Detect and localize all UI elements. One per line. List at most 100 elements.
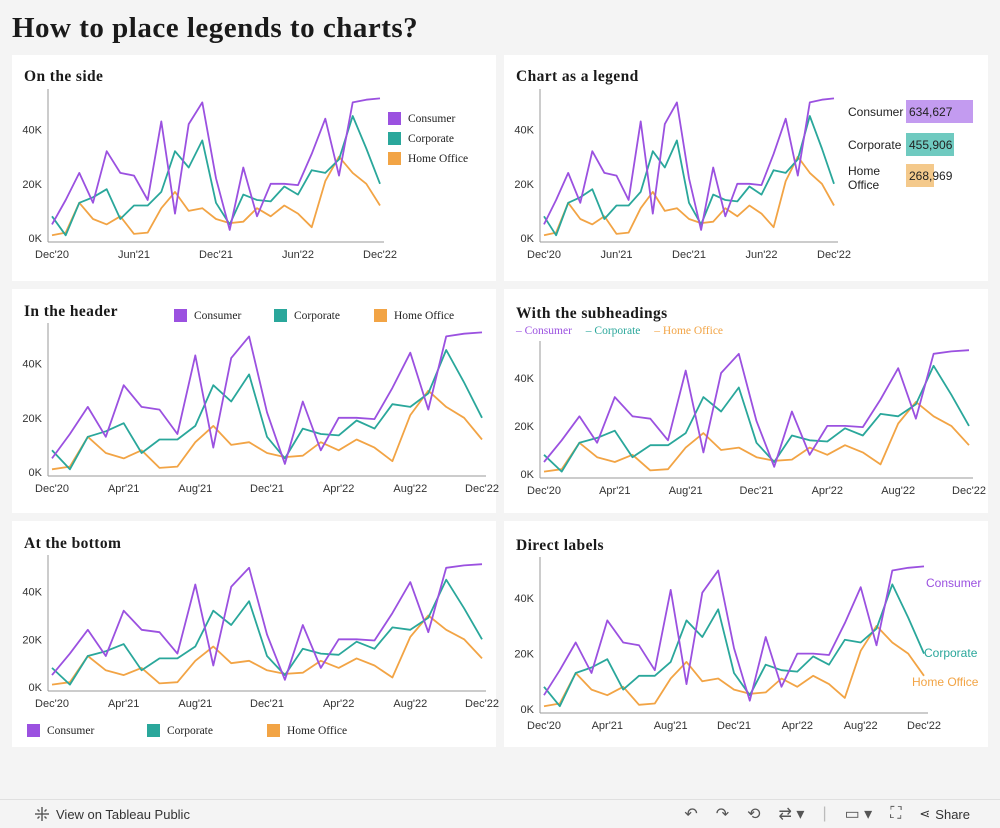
divider: |: [822, 805, 827, 822]
direct-label-consumer[interactable]: Consumer: [926, 576, 982, 590]
page-title: How to place legends to charts?: [12, 12, 419, 44]
x-tick-label: Apr'21: [599, 485, 630, 497]
line-chart[interactable]: 0K 20K 40K Dec'20 Apr'21 Aug'21 Dec'21 Apr'22 Au…: [12, 521, 499, 747]
consumer-swatch: [174, 309, 187, 322]
x-tick-label: Dec'22: [952, 485, 986, 497]
home-office-swatch: [374, 309, 387, 322]
share-button[interactable]: ⋖ Share: [919, 806, 970, 822]
panel-with-subheadings: With the subheadings – Consumer – Corpor…: [504, 289, 988, 513]
legend-item-home-office[interactable]: Home Office: [267, 724, 347, 737]
subheading-consumer[interactable]: – Consumer: [516, 325, 572, 337]
series-line-home-office[interactable]: [543, 155, 835, 237]
legend-item-home-office[interactable]: Home Office: [374, 309, 454, 322]
x-tick-label: Dec'22: [907, 720, 941, 732]
x-tick-label: Dec'21: [672, 249, 706, 261]
y-tick-label: 40K: [22, 359, 42, 371]
undo-icon[interactable]: ↶: [684, 806, 698, 823]
y-tick-label: 20K: [22, 634, 42, 646]
legend-item-consumer[interactable]: Consumer: [388, 112, 455, 125]
legend-label: Home Office: [394, 309, 455, 322]
series-line-home-office[interactable]: [543, 625, 925, 708]
tableau-logo-icon: [35, 807, 49, 821]
series-line-corporate[interactable]: [51, 115, 381, 237]
y-tick-label: 40K: [22, 125, 42, 137]
series-line-consumer[interactable]: [51, 97, 381, 231]
panel-title: In the header: [24, 303, 118, 320]
revert-icon[interactable]: ⟲: [747, 806, 761, 823]
series-line-home-office[interactable]: [543, 401, 970, 473]
series-line-corporate[interactable]: [51, 349, 483, 471]
series-line-consumer[interactable]: [51, 331, 483, 465]
legend-item-corporate[interactable]: Corporate: [388, 132, 454, 145]
bar-legend-label-consumer: Consumer: [848, 105, 904, 119]
series-line-home-office[interactable]: [51, 155, 381, 237]
view-on-tableau-public-link[interactable]: View on Tableau Public: [34, 806, 190, 822]
series-line-corporate[interactable]: [543, 364, 970, 473]
x-tick-label: Dec'20: [527, 249, 561, 261]
fullscreen-icon[interactable]: ⛶: [890, 805, 902, 822]
share-label: Share: [935, 806, 970, 822]
series-line-corporate[interactable]: [543, 583, 925, 708]
y-tick-label: 0K: [521, 704, 535, 716]
panel-title: Direct labels: [516, 537, 604, 554]
y-tick-label: 0K: [29, 682, 43, 694]
line-chart[interactable]: 0K 20K 40K Dec'20 Apr'21 Aug'21 Dec'21 Apr'22 Au…: [504, 521, 988, 747]
x-tick-label: Apr'21: [108, 698, 139, 710]
y-tick-label: 40K: [514, 125, 534, 137]
legend-item-corporate[interactable]: Corporate: [274, 309, 340, 322]
line-chart[interactable]: 0K 20K 40K Dec'20 Jun'21 Dec'21 Jun'22 Dec'22: [12, 55, 496, 281]
legend-label: Consumer: [194, 309, 242, 322]
x-tick-label: Dec'21: [199, 249, 233, 261]
y-tick-label: 20K: [514, 179, 534, 191]
x-tick-label: Dec'20: [527, 720, 561, 732]
x-tick-label: Apr'22: [812, 485, 843, 497]
x-tick-label: Dec'21: [250, 698, 284, 710]
panel-on-the-side: On the side 0K 20K 40K Dec'20 Jun'21 Dec'21 Ju…: [12, 55, 496, 281]
series-line-corporate[interactable]: [51, 578, 483, 686]
x-tick-label: Dec'22: [363, 249, 397, 261]
bar-legend-home-office[interactable]: 268,969: [906, 164, 952, 187]
y-tick-label: 20K: [22, 179, 42, 191]
x-tick-label: Jun'21: [118, 249, 150, 261]
series-line-corporate[interactable]: [543, 115, 835, 237]
legend-item-consumer[interactable]: Consumer: [174, 309, 241, 322]
bar-legend-corporate[interactable]: 455,906: [906, 133, 954, 156]
subheading-corporate[interactable]: – Corporate: [585, 325, 641, 337]
redo-icon[interactable]: ↷: [715, 806, 730, 823]
refresh-icon[interactable]: ⇄ ▾: [778, 806, 805, 823]
presentation-icon[interactable]: ▭ ▾: [844, 806, 873, 823]
x-tick-label: Dec'20: [35, 483, 69, 495]
x-tick-label: Apr'22: [782, 720, 813, 732]
subheading-home-office[interactable]: – Home Office: [654, 325, 724, 337]
series-line-consumer[interactable]: [543, 97, 835, 231]
x-tick-label: Jun'22: [745, 249, 777, 261]
x-tick-label: Apr'21: [592, 720, 623, 732]
direct-label-home-office[interactable]: Home Office: [912, 675, 979, 689]
x-tick-label: Dec'21: [250, 483, 284, 495]
bar-legend-label-home: Home: [848, 164, 881, 178]
y-tick-label: 20K: [22, 413, 42, 425]
corporate-swatch: [388, 132, 401, 145]
legend-item-corporate[interactable]: Corporate: [147, 724, 213, 737]
x-tick-label: Dec'22: [465, 698, 499, 710]
series-line-consumer[interactable]: [51, 563, 483, 681]
bar-legend-label-office: Office: [848, 178, 880, 192]
y-tick-label: 20K: [514, 421, 534, 433]
legend-label: Corporate: [408, 132, 454, 145]
home-office-swatch: [267, 724, 280, 737]
y-tick-label: 40K: [514, 593, 534, 605]
line-chart[interactable]: 0K 20K 40K Dec'20 Apr'21 Aug'21 Dec'21 Apr'22 Au…: [12, 289, 499, 513]
legend-item-consumer[interactable]: Consumer: [27, 724, 94, 737]
series-line-home-office[interactable]: [51, 614, 483, 686]
legend-item-home-office[interactable]: Home Office: [388, 152, 468, 165]
series-line-consumer[interactable]: [543, 565, 925, 702]
direct-label-corporate[interactable]: Corporate: [924, 646, 978, 660]
line-chart[interactable]: 0K 20K 40K Dec'20 Jun'21 Dec'21 Jun'22 Dec'22: [504, 55, 988, 281]
series-line-consumer[interactable]: [543, 349, 970, 468]
panel-at-the-bottom: At the bottom 0K 20K 40K Dec'20 Apr'21 Aug'21…: [12, 521, 499, 747]
series-line-home-office[interactable]: [51, 389, 483, 471]
bar-legend-consumer[interactable]: 634,627: [906, 100, 973, 123]
toolbar-icons: ↶ ↷ ⟲ ⇄ ▾ | ▭ ▾ ⛶ ⋖ Share: [684, 804, 970, 824]
corporate-swatch: [274, 309, 287, 322]
line-chart[interactable]: 0K 20K 40K Dec'20 Apr'21 Aug'21 Dec'21 Apr'22 Au…: [504, 289, 988, 513]
